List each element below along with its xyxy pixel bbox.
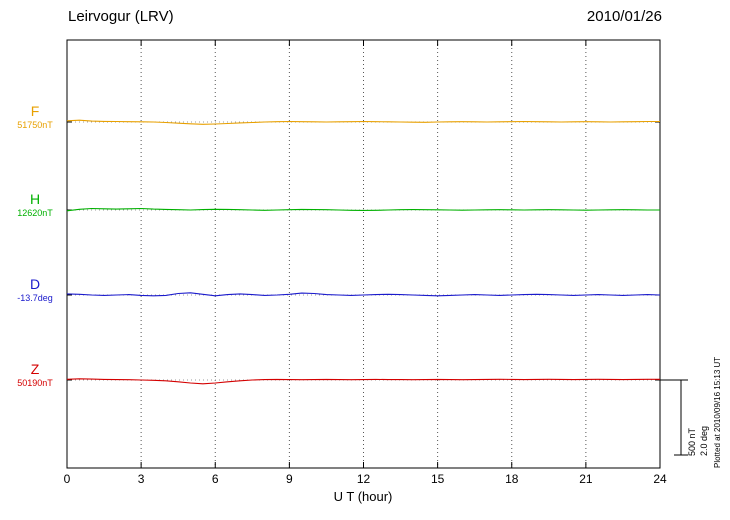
record-date: 2010/01/26 bbox=[586, 8, 662, 25]
x-tick-label: 3 bbox=[137, 472, 145, 486]
station-title: Leirvogur (LRV) bbox=[68, 8, 174, 25]
series-label-Z: Z 50190nT bbox=[6, 362, 64, 388]
trace-F bbox=[66, 119, 660, 125]
x-tick-label: 0 bbox=[63, 472, 71, 486]
x-tick-label: 18 bbox=[505, 472, 519, 486]
series-letter: Z bbox=[30, 361, 40, 377]
scale-bar-deg-label: 2.0 deg bbox=[699, 425, 709, 456]
plotted-at-note: Plotted at 2010/09/16 15:13 UT bbox=[713, 356, 722, 468]
series-letter: F bbox=[30, 103, 40, 119]
x-tick-label: 24 bbox=[653, 472, 667, 486]
series-letter: D bbox=[29, 276, 41, 292]
x-tick-label: 21 bbox=[579, 472, 593, 486]
x-axis-title: U T (hour) bbox=[333, 489, 393, 504]
x-tick-label: 9 bbox=[286, 472, 293, 486]
series-label-D: D -13.7deg bbox=[6, 277, 64, 303]
series-baseline-value: 51750nT bbox=[17, 119, 53, 130]
series-label-H: H 12620nT bbox=[6, 192, 64, 218]
trace-Z bbox=[66, 378, 660, 385]
x-tick-label: 6 bbox=[211, 472, 219, 486]
series-baseline-value: 12620nT bbox=[17, 207, 53, 218]
trace-D bbox=[66, 292, 661, 297]
series-baseline-value: -13.7deg bbox=[17, 292, 53, 303]
scale-bar-nt-label: 500 nT bbox=[687, 427, 697, 456]
x-tick-label: 15 bbox=[430, 472, 445, 486]
series-baseline-value: 50190nT bbox=[17, 377, 53, 388]
x-tick-label: 12 bbox=[356, 472, 371, 486]
series-letter: H bbox=[29, 191, 41, 207]
trace-H bbox=[66, 207, 660, 212]
series-label-F: F 51750nT bbox=[6, 104, 64, 130]
